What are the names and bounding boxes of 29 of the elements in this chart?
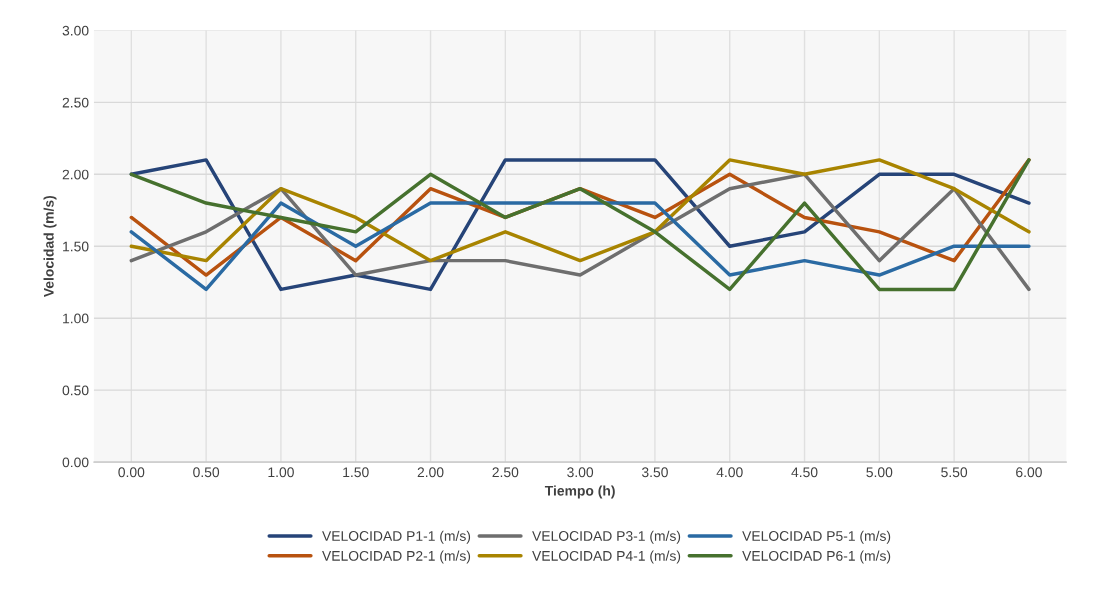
line-series [129,201,1031,292]
x-tick-label: 0.00 [118,467,145,478]
legend-label: VELOCIDAD P1-1 (m/s) [322,530,471,544]
legend-label: VELOCIDAD P2-1 (m/s) [322,550,471,564]
x-tick-label: 5.00 [866,467,893,478]
x-tick-label: 1.00 [268,467,294,478]
x-tick-label: 4.50 [791,467,818,478]
x-tick-label: 2.50 [492,467,519,478]
y-tick-label: 1.00 [63,313,89,324]
x-tick-label: 2.00 [417,467,444,478]
y-tick-label: 1.50 [63,241,89,252]
legend-label: VELOCIDAD P6-1 (m/s) [742,550,891,564]
legend-label: VELOCIDAD P5-1 (m/s) [742,530,891,544]
x-tick-label: 3.50 [641,467,668,478]
x-tick-label: 1.50 [343,467,369,478]
x-tick-label: 3.00 [567,467,594,478]
y-tick-label: 3.00 [62,25,89,36]
x-tick-label: 5.50 [941,467,968,478]
y-tick-label: 0.50 [62,385,89,396]
legend-label: VELOCIDAD P3-1 (m/s) [532,530,681,544]
x-tick-label: 6.00 [1016,467,1042,478]
y-tick-label: 2.50 [62,97,89,108]
y-tick-label: 0.00 [62,457,89,468]
x-tick-label: 4.00 [716,467,743,478]
x-axis-title: Tiempo (h) [544,485,615,499]
legend-label: VELOCIDAD P4-1 (m/s) [532,550,681,564]
x-tick-label: 0.50 [193,467,220,478]
y-tick-label: 2.00 [62,169,89,180]
y-axis-title: Velocidad (m/s) [43,195,57,298]
